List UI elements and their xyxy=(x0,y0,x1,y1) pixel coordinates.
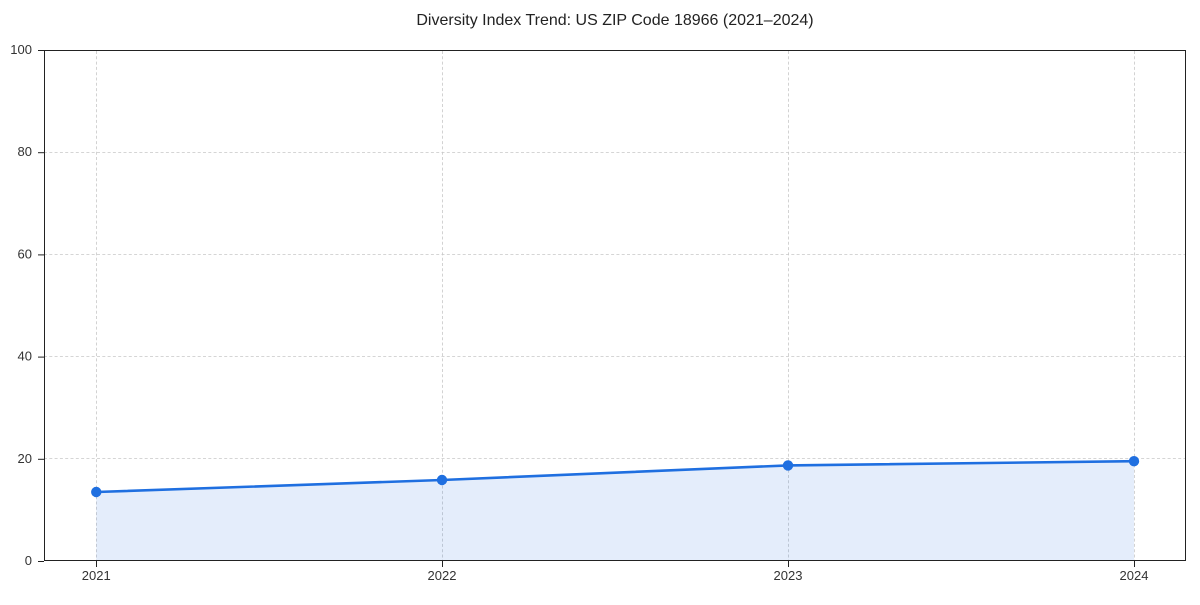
svg-text:40: 40 xyxy=(18,349,32,364)
svg-text:100: 100 xyxy=(10,42,32,57)
svg-text:2021: 2021 xyxy=(82,568,111,583)
svg-text:80: 80 xyxy=(18,144,32,159)
svg-text:2023: 2023 xyxy=(774,568,803,583)
svg-text:2022: 2022 xyxy=(428,568,457,583)
svg-text:20: 20 xyxy=(18,451,32,466)
svg-text:2024: 2024 xyxy=(1120,568,1149,583)
svg-text:0: 0 xyxy=(25,553,32,568)
svg-text:60: 60 xyxy=(18,246,32,261)
